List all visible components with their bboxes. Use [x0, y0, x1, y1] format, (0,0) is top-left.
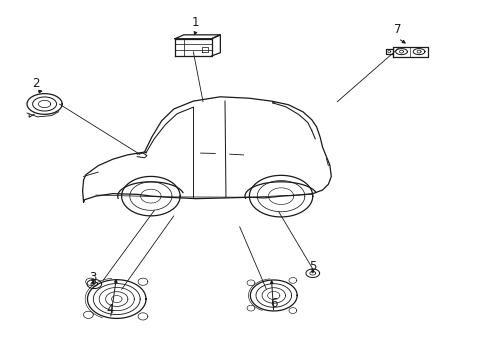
Text: 6: 6: [269, 297, 277, 310]
Text: 5: 5: [308, 260, 316, 273]
Text: 7: 7: [393, 23, 401, 36]
Text: 4: 4: [106, 303, 114, 316]
Text: 2: 2: [32, 77, 40, 90]
Text: 1: 1: [192, 16, 199, 29]
Text: 3: 3: [88, 271, 96, 284]
